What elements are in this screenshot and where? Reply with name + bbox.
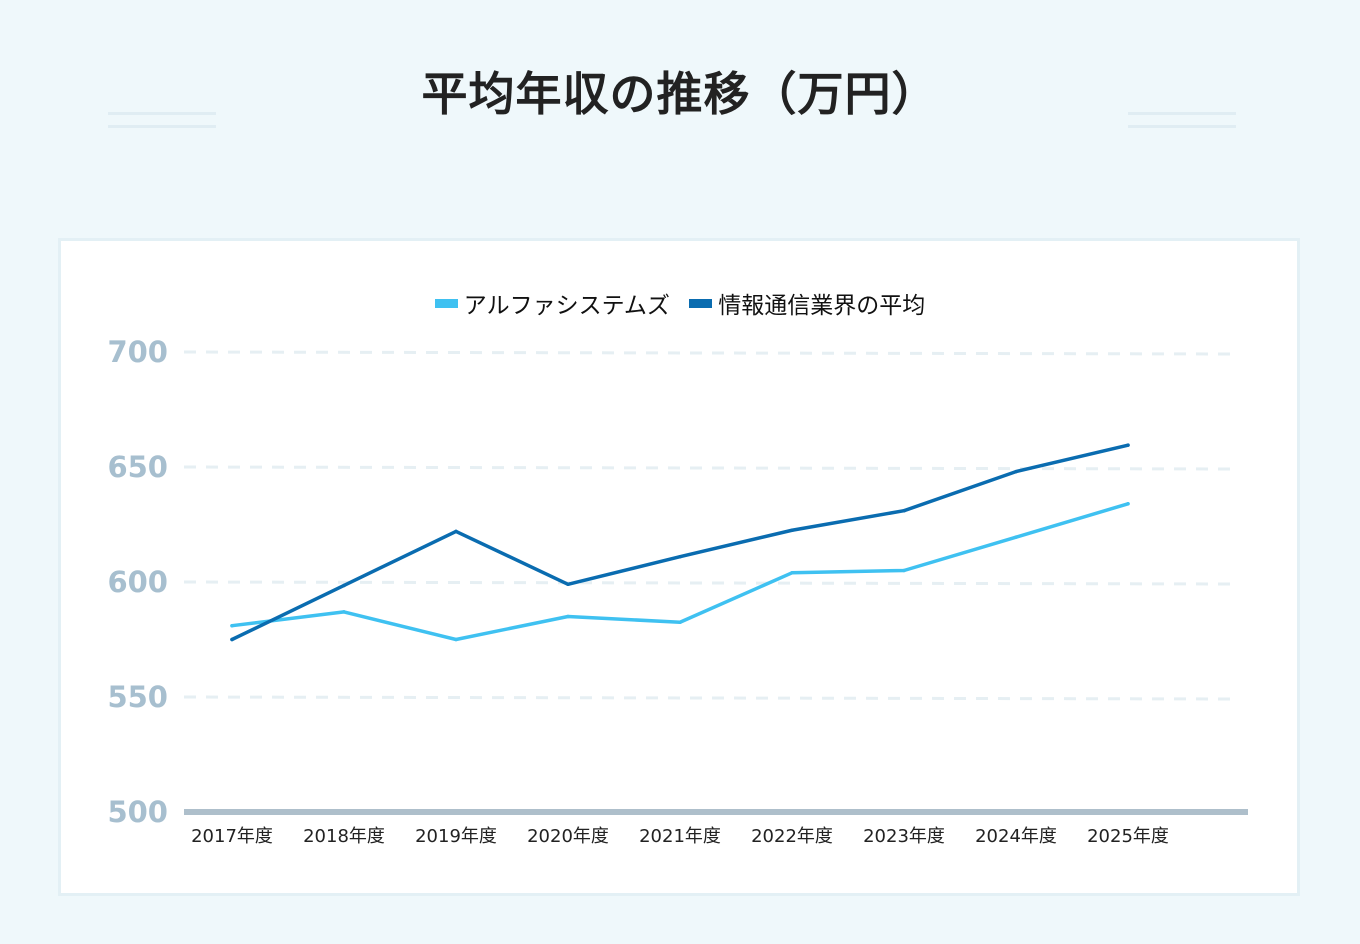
chart-title: 平均年収の推移（万円） [421,67,939,121]
data-point-industry-average [1014,469,1018,474]
data-point-alpha-systems [1126,502,1130,506]
y-tick-label-600: 600 [107,565,168,599]
gridline-650 [183,465,1233,471]
gridline-600 [183,580,1233,586]
legend-label-alpha-systems: アルファシステムズ [463,293,670,319]
x-tick-label: 2020年度 [527,826,609,847]
data-point-industry-average [1126,443,1130,447]
data-point-industry-average [454,529,458,534]
y-tick-label-650: 650 [107,450,168,484]
x-tick-label: 2018年度 [303,826,385,847]
legend-item-alpha-systems: アルファシステムズ [434,286,670,320]
data-point-alpha-systems [1014,535,1018,539]
data-point-alpha-systems [454,637,458,642]
data-point-alpha-systems [678,620,682,624]
data-point-alpha-systems [902,568,906,573]
legend-swatch-alpha-systems [434,298,458,308]
x-tick-label: 2023年度 [863,826,945,847]
data-point-industry-average [342,583,346,588]
gridline-550 [183,695,1233,701]
y-tick-label-700: 700 [107,335,168,369]
series-line-alpha-systems [230,502,1130,642]
title-decoration-right [1128,112,1236,138]
chart-card [58,238,1300,896]
data-point-alpha-systems [790,571,794,575]
x-tick-label: 2017年度 [191,826,273,847]
x-tick-label: 2024年度 [975,826,1057,847]
legend-swatch-industry-average [689,298,713,308]
data-point-industry-average [790,528,794,532]
y-tick-label-500: 500 [107,795,168,829]
x-tick-label: 2025年度 [1087,826,1169,847]
data-point-alpha-systems [566,614,570,619]
data-point-industry-average [230,637,234,642]
data-point-industry-average [678,554,682,559]
data-point-alpha-systems [230,623,234,628]
legend-label-industry-average: 情報通信業界の平均 [718,293,926,319]
title-decoration-left [108,112,216,138]
data-point-industry-average [902,508,906,513]
y-tick-label-550: 550 [107,680,168,714]
gridline-700 [183,350,1233,356]
chart-legend: アルファシステムズ 情報通信業界の平均 [0,286,1360,320]
legend-item-industry-average: 情報通信業界の平均 [689,286,925,320]
x-tick-label: 2019年度 [415,826,497,847]
x-tick-label: 2021年度 [639,826,721,847]
data-point-alpha-systems [342,610,346,614]
x-tick-label: 2022年度 [751,826,833,847]
data-point-industry-average [566,582,570,587]
